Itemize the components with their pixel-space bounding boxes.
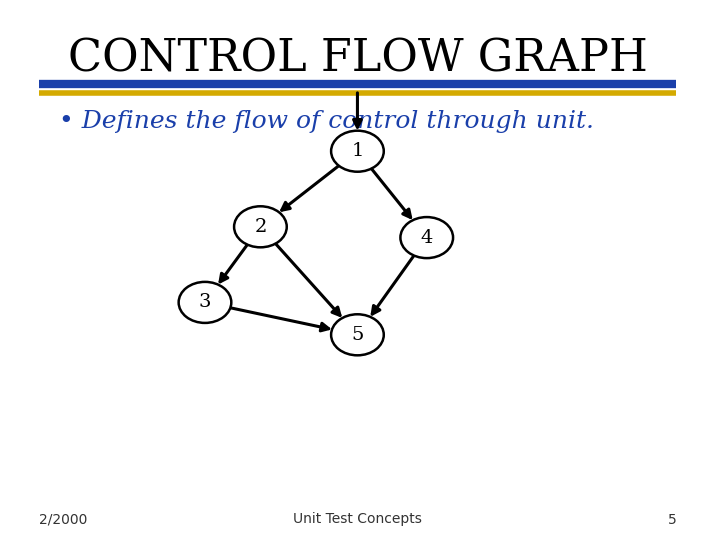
Text: 5: 5	[667, 512, 676, 526]
Text: 1: 1	[351, 142, 364, 160]
Circle shape	[234, 206, 287, 247]
Text: 5: 5	[351, 326, 364, 344]
Text: 2: 2	[254, 218, 266, 236]
Text: CONTROL FLOW GRAPH: CONTROL FLOW GRAPH	[68, 38, 647, 81]
Text: • Defines the flow of control through unit.: • Defines the flow of control through un…	[60, 110, 595, 133]
Text: Unit Test Concepts: Unit Test Concepts	[293, 512, 422, 526]
Text: 2/2000: 2/2000	[39, 512, 87, 526]
Circle shape	[331, 314, 384, 355]
Circle shape	[400, 217, 453, 258]
Circle shape	[331, 131, 384, 172]
Text: 4: 4	[420, 228, 433, 247]
Text: 3: 3	[199, 293, 211, 312]
Circle shape	[179, 282, 231, 323]
